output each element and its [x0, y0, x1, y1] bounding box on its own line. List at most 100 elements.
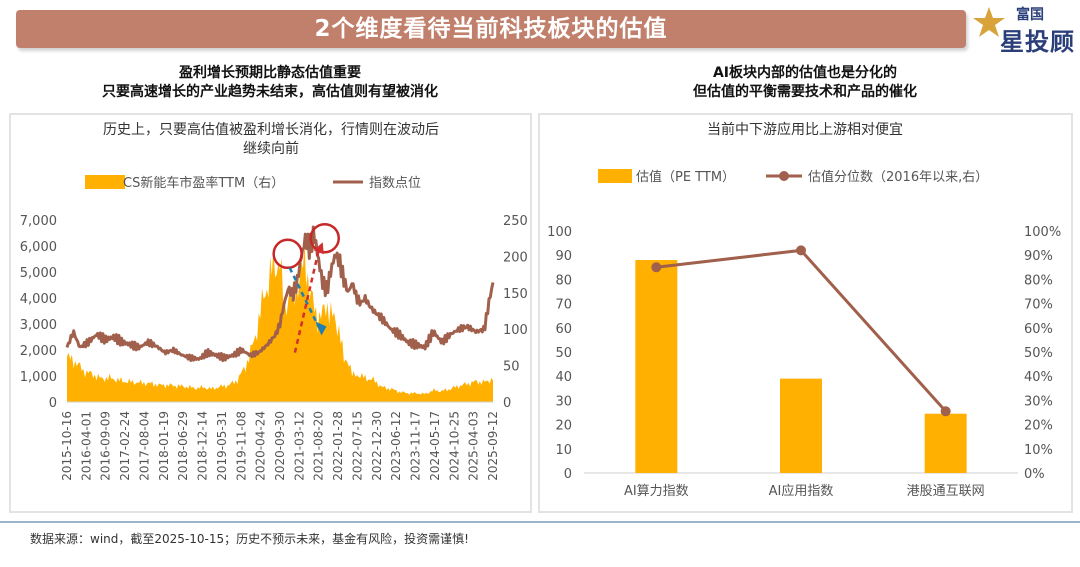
right-heading-line2: 但估值的平衡需要技术和产品的催化 — [693, 84, 917, 100]
x-tick-label: 2018-12-14 — [196, 411, 210, 481]
legend-label-index: 指数点位 — [369, 176, 421, 191]
x-tick-label: 2016-09-09 — [99, 411, 113, 481]
x-tick-label: 2022-07-15 — [350, 411, 364, 481]
peak-circle-1 — [272, 238, 303, 270]
x-tick-label: 2017-08-04 — [137, 411, 151, 481]
right-chart-panel: 当前中下游应用比上游相对便宜 估值（PE TTM） 估值分位数（2016年以来,… — [538, 113, 1073, 513]
y-right-tick-label: 100% — [1024, 225, 1061, 240]
y-right-tick-label: 50% — [1024, 346, 1053, 361]
y-right-tick-label: 70% — [1024, 298, 1053, 313]
x-tick-label: 2022-01-28 — [331, 411, 345, 481]
x-tick-label: 2023-11-17 — [409, 411, 423, 481]
x-category-label: 港股通互联网 — [907, 484, 985, 499]
right-heading: AI板块内部的估值也是分化的 但估值的平衡需要技术和产品的催化 — [540, 64, 1070, 102]
logo-main-text: 星投顾 — [1000, 28, 1075, 56]
y-right-tick-label: 100 — [503, 323, 528, 338]
y-right-tick-label: 0 — [503, 396, 511, 411]
x-tick-label: 2019-11-08 — [234, 411, 248, 481]
blue-arrow-head — [315, 321, 327, 336]
y-right-tick-label: 20% — [1024, 419, 1053, 434]
y-right-tick-label: 50 — [503, 360, 520, 375]
y-left-tick-label: 4,000 — [20, 292, 57, 307]
y-left-tick-label: 0 — [49, 396, 57, 411]
x-tick-label: 2018-06-29 — [176, 411, 190, 481]
x-category-label: AI算力指数 — [624, 484, 689, 499]
y-left-tick-label: 60 — [555, 322, 572, 337]
legend-marker-percentile — [779, 171, 789, 181]
y-left-tick-label: 30 — [555, 394, 572, 409]
right-chart-title: 当前中下游应用比上游相对便宜 — [707, 121, 903, 138]
y-left-tick-label: 1,000 — [20, 370, 57, 385]
y-left-tick-label: 20 — [555, 419, 572, 434]
percentile-marker — [796, 245, 806, 256]
header-banner: 2个维度看待当前科技板块的估值 — [16, 10, 966, 48]
left-heading-line1: 盈利增长预期比静态估值重要 — [179, 65, 361, 81]
x-tick-label: 2020-09-30 — [273, 411, 287, 481]
x-tick-label: 2025-04-03 — [467, 411, 481, 481]
y-left-tick-label: 100 — [547, 225, 572, 240]
right-plot-area: 0 10 20 30 40 50 60 70 80 90 100 0% 10% 20% 30% 40% 50% 6… — [547, 225, 1061, 499]
x-tick-label: 2018-01-19 — [157, 411, 171, 481]
y-right-tick-label: 30% — [1024, 394, 1053, 409]
source-footnote: 数据来源：wind，截至2025-10-15；历史不预示未来，基金有风险，投资需… — [30, 532, 469, 546]
x-tick-label: 2019-05-31 — [215, 411, 229, 481]
y-right-tick-label: 80% — [1024, 273, 1053, 288]
x-tick-label: 2023-06-12 — [389, 411, 403, 481]
y-left-tick-label: 3,000 — [20, 318, 57, 333]
left-chart: 历史上，只要高估值被盈利增长消化，行情则在波动后 继续向前 CS新能车市盈率TT… — [20, 121, 528, 481]
legend-swatch-pe — [85, 175, 125, 189]
left-chart-title-line2: 继续向前 — [243, 140, 299, 157]
x-tick-label: 2025-09-12 — [486, 411, 500, 481]
blue-dashed-arrow — [288, 267, 322, 332]
star-icon — [973, 7, 1005, 37]
y-left-tick-label: 6,000 — [20, 240, 57, 255]
x-tick-label: 2016-04-01 — [79, 411, 93, 481]
y-right-tick-label: 150 — [503, 287, 528, 302]
bar-pe-ttm — [635, 260, 678, 473]
y-left-tick-label: 10 — [555, 443, 572, 458]
x-tick-label: 2020-04-24 — [254, 411, 268, 481]
legend-label-pe-ttm: 估值（PE TTM） — [636, 169, 735, 185]
left-heading-line2: 只要高速增长的产业趋势未结束，高估值则有望被消化 — [102, 84, 438, 100]
bar-pe-ttm — [780, 378, 822, 473]
y-left-tick-label: 40 — [555, 370, 572, 385]
y-left-tick-label: 80 — [555, 273, 572, 288]
x-tick-label: 2015-10-16 — [60, 411, 74, 481]
bar-pe-ttm — [924, 413, 967, 473]
x-tick-label: 2024-10-25 — [447, 411, 461, 481]
x-category-label: AI应用指数 — [769, 483, 834, 499]
y-right-tick-label: 200 — [503, 250, 528, 265]
y-right-tick-label: 250 — [503, 214, 528, 229]
x-tick-label: 2017-02-24 — [118, 411, 132, 481]
y-right-tick-label: 0% — [1024, 467, 1045, 482]
y-left-tick-label: 7,000 — [20, 214, 57, 229]
x-tick-label: 2021-03-12 — [292, 411, 306, 481]
brand-logo: 富国 星投顾 — [972, 2, 1076, 56]
y-left-tick-label: 0 — [564, 467, 572, 482]
peak-circle-2 — [309, 222, 340, 254]
y-left-tick-label: 5,000 — [20, 266, 57, 281]
red-arrow-head — [313, 242, 324, 255]
y-right-tick-label: 40% — [1024, 370, 1053, 385]
y-left-tick-label: 90 — [555, 249, 572, 264]
y-right-tick-label: 90% — [1024, 249, 1053, 264]
right-heading-line1: AI板块内部的估值也是分化的 — [712, 65, 898, 81]
left-plot-area: 0 1,000 2,000 3,000 4,000 5,000 6,000 7,000 0 50 1… — [20, 214, 528, 481]
x-tick-label: 2022-12-30 — [370, 411, 384, 481]
x-tick-label: 2021-08-20 — [312, 411, 326, 481]
page-title: 2个维度看待当前科技板块的估值 — [314, 16, 668, 42]
legend-swatch-pe-ttm — [598, 169, 632, 183]
percentile-marker — [940, 406, 951, 417]
left-heading: 盈利增长预期比静态估值重要 只要高速增长的产业趋势未结束，高估值则有望被消化 — [30, 64, 510, 102]
x-tick-label: 2024-05-17 — [428, 411, 442, 481]
y-left-tick-label: 2,000 — [20, 344, 57, 359]
legend-label-pe: CS新能车市盈率TTM（右） — [123, 175, 284, 191]
percentile-marker — [651, 262, 662, 273]
logo-top-text: 富国 — [1016, 7, 1044, 23]
series-index-line — [65, 225, 495, 363]
y-right-tick-label: 10% — [1024, 443, 1053, 458]
bottom-rule — [0, 521, 1080, 523]
y-left-tick-label: 70 — [555, 298, 572, 313]
y-left-tick-label: 50 — [555, 346, 572, 361]
legend-label-percentile: 估值分位数（2016年以来,右） — [808, 169, 988, 185]
